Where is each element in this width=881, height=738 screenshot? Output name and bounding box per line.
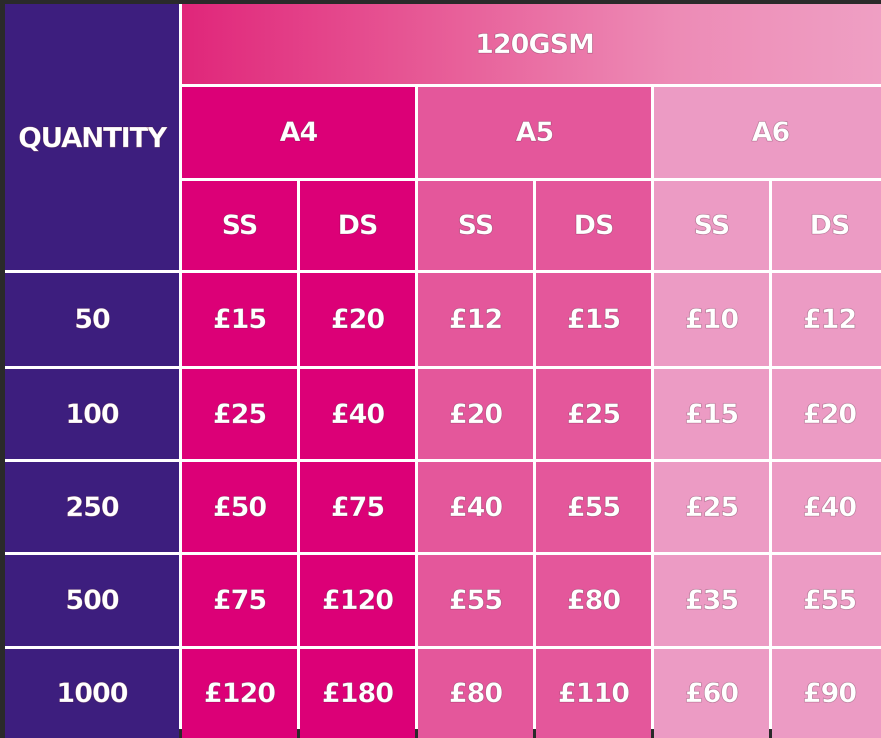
price-cell: £15 (654, 369, 769, 459)
price-cell: £75 (182, 555, 297, 646)
size-header-a6: A6 (654, 87, 881, 178)
price-cell: £75 (300, 462, 415, 552)
price-cell: £80 (418, 649, 533, 738)
price-cell: £80 (536, 555, 651, 646)
price-cell: £20 (772, 369, 881, 459)
quantity-cell: 50 (5, 273, 179, 366)
size-header-a5: A5 (418, 87, 651, 178)
price-cell: £12 (418, 273, 533, 366)
side-header-a4-ss: SS (182, 181, 297, 270)
price-cell: £40 (772, 462, 881, 552)
price-cell: £15 (536, 273, 651, 366)
price-cell: £25 (654, 462, 769, 552)
price-cell: £20 (418, 369, 533, 459)
price-cell: £60 (654, 649, 769, 738)
price-table: QUANTITY 120GSM A4 A5 A6 SS DS SS DS SS … (5, 4, 881, 738)
price-cell: £50 (182, 462, 297, 552)
price-cell: £40 (418, 462, 533, 552)
quantity-cell: 100 (5, 369, 179, 459)
price-cell: £25 (536, 369, 651, 459)
side-header-a5-ds: DS (536, 181, 651, 270)
side-header-a6-ss: SS (654, 181, 769, 270)
price-cell: £20 (300, 273, 415, 366)
price-cell: £25 (182, 369, 297, 459)
size-header-a4: A4 (182, 87, 415, 178)
price-cell: £55 (536, 462, 651, 552)
price-cell: £90 (772, 649, 881, 738)
price-cell: £110 (536, 649, 651, 738)
quantity-cell: 500 (5, 555, 179, 646)
side-header-a6-ds: DS (772, 181, 881, 270)
price-cell: £55 (772, 555, 881, 646)
price-cell: £55 (418, 555, 533, 646)
side-header-a4-ds: DS (300, 181, 415, 270)
price-cell: £35 (654, 555, 769, 646)
price-cell: £120 (182, 649, 297, 738)
quantity-header: QUANTITY (5, 4, 179, 270)
price-cell: £40 (300, 369, 415, 459)
price-cell: £12 (772, 273, 881, 366)
price-cell: £180 (300, 649, 415, 738)
side-header-a5-ss: SS (418, 181, 533, 270)
price-cell: £15 (182, 273, 297, 366)
paper-weight-header: 120GSM (182, 4, 881, 84)
price-cell: £120 (300, 555, 415, 646)
quantity-cell: 1000 (5, 649, 179, 738)
quantity-cell: 250 (5, 462, 179, 552)
price-cell: £10 (654, 273, 769, 366)
